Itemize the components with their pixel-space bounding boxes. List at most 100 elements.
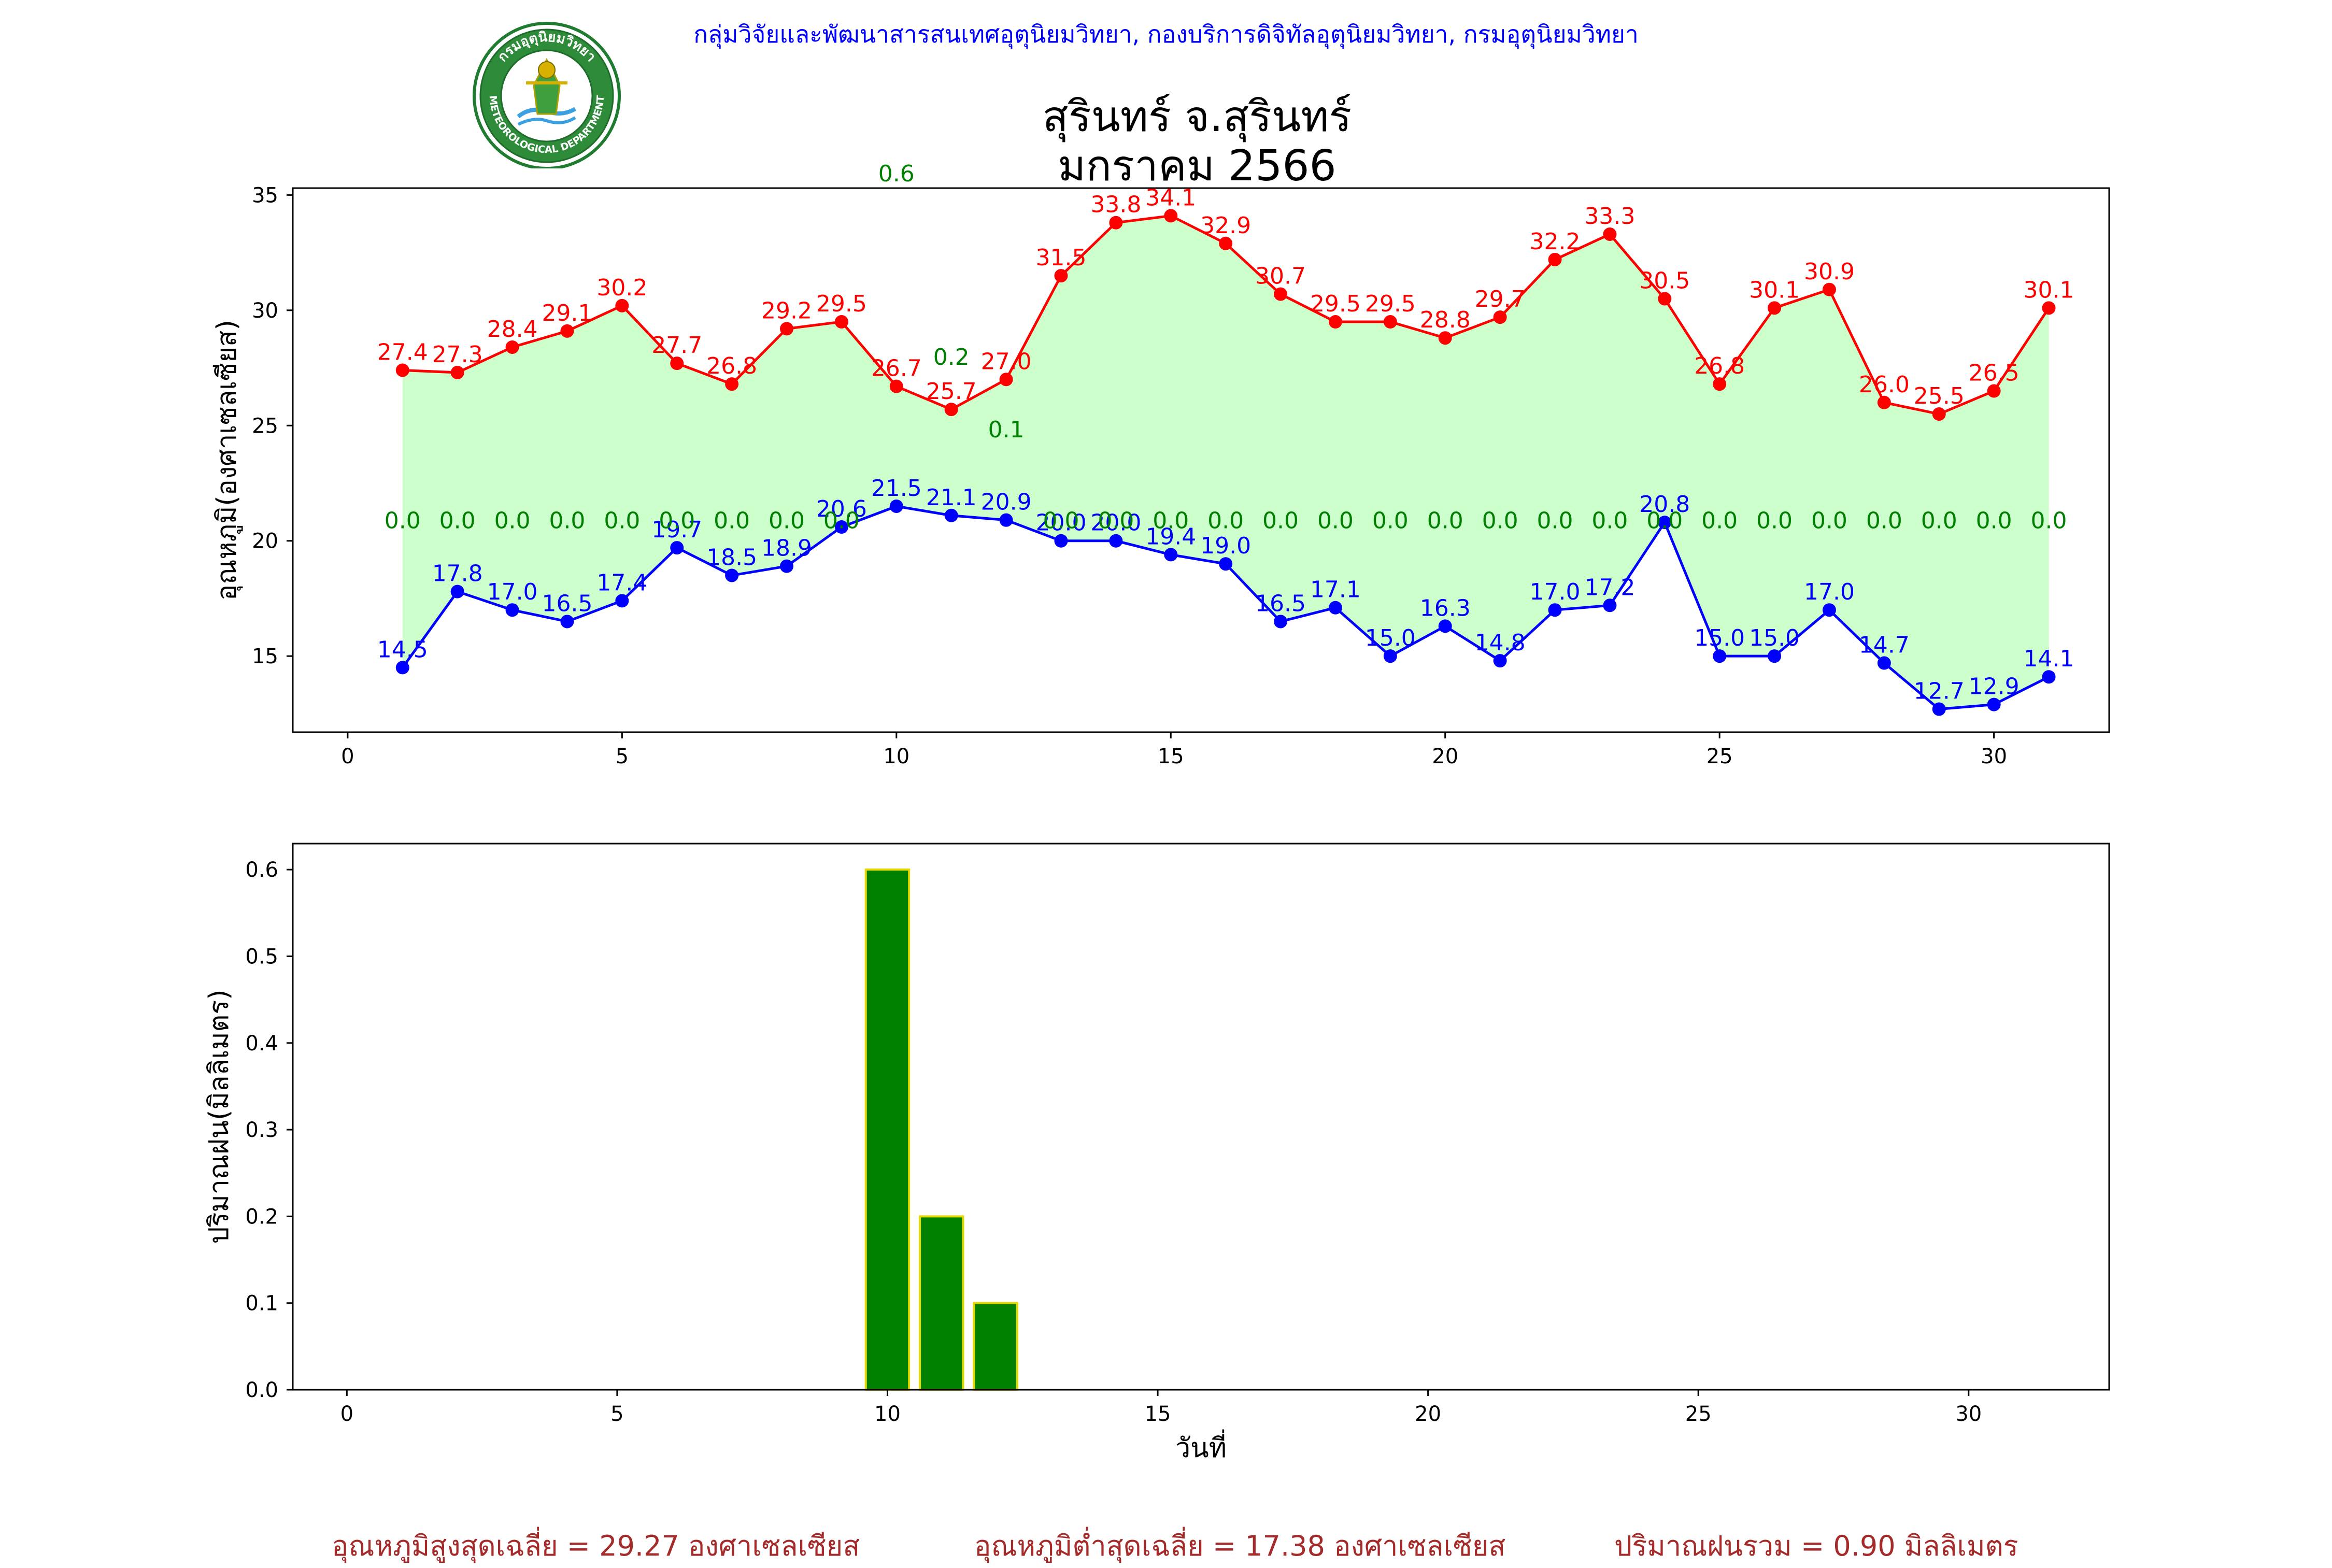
meteorological-department-logo: กรมอุตุนิยมวิทยา METEOROLOGICAL DEPARTME… xyxy=(473,22,621,168)
min-temperature-label: 17.0 xyxy=(487,579,538,605)
min-temperature-label: 12.7 xyxy=(1914,678,1965,705)
y-tick-label: 0.4 xyxy=(245,1032,278,1056)
max-temperature-label: 29.7 xyxy=(1475,286,1526,312)
chart-subtitle: มกราคม 2566 xyxy=(1058,141,1336,191)
rain-value-label: 0.0 xyxy=(1921,508,1957,534)
x-tick-label: 20 xyxy=(1432,745,1458,768)
rain-bar xyxy=(973,1302,1018,1391)
min-temperature-point xyxy=(1054,534,1068,548)
max-temperature-label: 29.5 xyxy=(1310,291,1361,317)
min-temperature-point xyxy=(834,520,848,534)
x-tick-label: 5 xyxy=(616,745,629,768)
min-temperature-point xyxy=(615,594,629,608)
max-temperature-point xyxy=(450,365,464,379)
summary-average-max: อุณหภูมิสูงสุดเฉลี่ย = 29.27 องศาเซลเซีย… xyxy=(332,1530,860,1562)
max-temperature-label: 30.9 xyxy=(1804,259,1855,285)
max-temperature-label: 34.1 xyxy=(1145,184,1196,211)
max-temperature-label: 27.4 xyxy=(377,339,428,365)
x-tick-label: 15 xyxy=(1145,1402,1171,1426)
x-tick-label: 20 xyxy=(1415,1402,1441,1426)
rain-value-label: 0.0 xyxy=(1372,508,1409,534)
min-temperature-label: 16.3 xyxy=(1420,595,1471,621)
min-temperature-label: 19.7 xyxy=(651,517,702,543)
min-temperature-label: 20.8 xyxy=(1639,491,1690,518)
max-temperature-point xyxy=(615,298,629,312)
y-tick-label: 0.0 xyxy=(245,1378,278,1402)
min-temperature-point xyxy=(944,508,958,522)
max-temperature-point xyxy=(1274,287,1288,301)
min-temperature-point xyxy=(505,603,519,617)
rain-value-label: 0.0 xyxy=(1427,508,1463,534)
max-temperature-label: 32.2 xyxy=(1530,229,1581,255)
rain-value-label: 0.0 xyxy=(494,508,531,534)
rain-value-label: 0.0 xyxy=(2031,508,2067,534)
min-temperature-label: 17.4 xyxy=(596,569,647,596)
min-temperature-label: 12.9 xyxy=(1969,674,2020,700)
min-temperature-label: 18.5 xyxy=(706,544,757,571)
rain-value-label: 0.0 xyxy=(714,508,750,534)
min-temperature-label: 20.0 xyxy=(1090,510,1141,536)
rain-value-label: 0.0 xyxy=(1866,508,1902,534)
min-temperature-label: 18.9 xyxy=(761,535,812,562)
min-temperature-point xyxy=(1438,619,1452,633)
min-temperature-label: 17.8 xyxy=(432,561,483,587)
rain-value-label: 0.0 xyxy=(604,508,640,534)
max-temperature-label: 29.2 xyxy=(761,297,812,324)
min-temperature-point xyxy=(1932,702,1946,716)
min-temperature-point xyxy=(725,568,739,582)
max-temperature-point xyxy=(1548,252,1562,266)
max-temperature-label: 28.4 xyxy=(487,316,538,343)
max-temperature-label: 30.1 xyxy=(1749,277,1800,303)
min-temperature-label: 15.0 xyxy=(1749,625,1800,651)
min-temperature-point xyxy=(1658,516,1672,530)
rain-bar xyxy=(919,1215,964,1391)
min-temperature-point xyxy=(780,559,794,573)
min-temperature-point xyxy=(1383,649,1397,663)
rain-value-label: 0.0 xyxy=(1153,508,1189,534)
max-temperature-label: 29.5 xyxy=(1365,291,1416,317)
y-tick-label: 35 xyxy=(252,183,278,207)
y-tick-label: 15 xyxy=(252,645,278,668)
max-temperature-point xyxy=(725,377,739,391)
max-temperature-label: 31.5 xyxy=(1035,245,1086,271)
rain-value-label: 0.0 xyxy=(659,508,695,534)
max-temperature-point xyxy=(1164,209,1178,223)
min-temperature-label: 17.0 xyxy=(1804,579,1855,605)
min-temperature-point xyxy=(1877,656,1891,670)
min-temperature-label: 17.0 xyxy=(1530,579,1581,605)
y-tick-label: 30 xyxy=(252,299,278,323)
rain-value-label: 0.0 xyxy=(549,508,585,534)
max-temperature-point xyxy=(560,324,574,338)
x-tick-label: 30 xyxy=(1981,745,2007,768)
max-temperature-point xyxy=(1054,269,1068,283)
max-temperature-label: 27.3 xyxy=(432,341,483,368)
min-temperature-point xyxy=(1109,534,1123,548)
rain-value-label: 0.1 xyxy=(988,417,1025,443)
max-temperature-label: 26.8 xyxy=(1694,353,1745,379)
y-tick-label: 0.5 xyxy=(245,945,278,968)
rain-bar xyxy=(864,868,911,1391)
y-tick-label: 20 xyxy=(252,530,278,553)
x-tick-label: 30 xyxy=(1955,1402,1982,1426)
max-temperature-point xyxy=(1768,301,1782,315)
min-temperature-point xyxy=(1987,697,2001,711)
rainfall-chart: 0 5 10 15 20 25 30 0.0 0.1 0.2 0.3 0.4 0.5 0.6 ปริมาณฝ… xyxy=(204,843,2110,1464)
min-temperature-point xyxy=(670,541,684,555)
min-temperature-label: 21.1 xyxy=(926,484,977,511)
max-temperature-point xyxy=(1603,227,1617,241)
max-temperature-label: 30.7 xyxy=(1255,263,1306,290)
rain-value-label: 0.0 xyxy=(1701,508,1738,534)
y-tick-label: 0.6 xyxy=(245,858,278,882)
rain-value-label: 0.0 xyxy=(769,508,805,534)
max-temperature-point xyxy=(1438,331,1452,345)
max-temperature-point xyxy=(670,357,684,370)
min-temperature-label: 15.0 xyxy=(1365,625,1416,651)
min-temperature-point xyxy=(1274,615,1288,629)
temperature-y-axis-label: อุณหภูมิ(องศาเซลเซียส) xyxy=(211,320,243,601)
min-temperature-label: 20.9 xyxy=(981,489,1032,516)
rain-value-label: 0.0 xyxy=(1591,508,1628,534)
max-temperature-point xyxy=(505,340,519,354)
min-temperature-point xyxy=(999,513,1013,527)
max-temperature-label: 26.7 xyxy=(871,355,922,382)
max-temperature-point xyxy=(1713,377,1727,391)
